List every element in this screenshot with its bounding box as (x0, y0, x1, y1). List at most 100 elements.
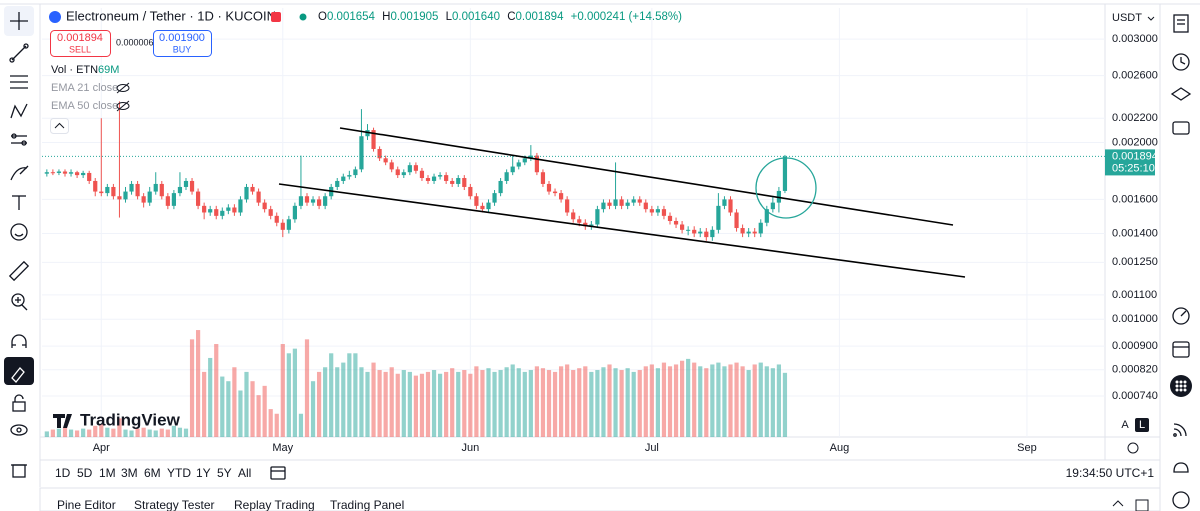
timeframe-button[interactable]: 3M (121, 466, 138, 480)
ema-indicator[interactable]: EMA 50 close (51, 100, 118, 112)
ruler-tool[interactable] (8, 260, 30, 282)
candle-body (395, 169, 400, 176)
volume-indicator[interactable]: Vol · ETN (51, 64, 98, 76)
zoom-tool[interactable] (11, 293, 28, 311)
candle-body (56, 171, 62, 173)
candles (42, 101, 1105, 241)
volume-bar (292, 348, 297, 437)
panel-collapse[interactable] (1112, 500, 1124, 507)
collapse-button[interactable] (50, 118, 69, 134)
brush-tool[interactable] (10, 165, 29, 181)
candle-body (310, 199, 316, 203)
currency[interactable]: USDT (1112, 12, 1142, 24)
candle-body (601, 202, 606, 210)
sell-button[interactable] (50, 30, 111, 57)
timeframe-button[interactable]: 1M (99, 466, 116, 480)
candle-body (87, 172, 92, 181)
timeframe-button[interactable]: 6M (144, 466, 161, 480)
panel-tab[interactable]: Replay Trading (234, 498, 315, 511)
volume-bar (528, 370, 533, 437)
stream-icon[interactable] (1173, 423, 1187, 437)
panel-maximize[interactable] (1135, 499, 1149, 511)
calendar-icon[interactable] (1172, 341, 1190, 358)
candle-body (450, 180, 455, 184)
candle-body (123, 191, 128, 200)
notifications-icon[interactable] (1173, 462, 1189, 473)
volume-bar (534, 366, 539, 437)
symbol[interactable]: Electroneum / Tether · 1D · KUCOIN (66, 8, 276, 23)
upper-trendline[interactable] (339, 127, 954, 226)
watchlist-icon[interactable] (1173, 14, 1189, 33)
pattern-tool[interactable] (10, 103, 28, 119)
candle-body (117, 196, 122, 200)
settings-icon[interactable] (1127, 442, 1139, 454)
panel-tab[interactable]: Strategy Tester (134, 498, 214, 511)
visibility-tool[interactable] (10, 424, 28, 436)
crosshair-tool[interactable] (4, 6, 34, 36)
trendline-tool[interactable] (9, 43, 29, 63)
candle-body (280, 222, 285, 230)
timeframe-button[interactable]: 1D (55, 466, 71, 480)
ideas-icon[interactable] (1172, 307, 1190, 325)
volume-bar (250, 381, 255, 437)
volume-bar (341, 362, 346, 437)
candle-body (371, 130, 376, 149)
timeframe-button[interactable]: 5D (77, 466, 93, 480)
hidden-icon[interactable] (116, 82, 130, 94)
candle-body (498, 180, 503, 194)
help-icon[interactable] (1172, 491, 1190, 509)
magnet-tool[interactable] (11, 334, 27, 348)
ohlc: O0.001654 H0.001905 L0.001640 C0.001894 … (318, 11, 682, 23)
alerts-icon[interactable] (1172, 53, 1190, 71)
timeframe-button[interactable]: YTD (167, 466, 191, 480)
volume-bar (758, 362, 763, 437)
y-tick-label: 0.000820 (1112, 364, 1158, 376)
y-tick-label: 0.001100 (1112, 289, 1157, 301)
date-range-icon[interactable] (270, 466, 286, 480)
timeframe-button[interactable]: All (238, 466, 251, 480)
timeframe-button[interactable]: 5Y (217, 466, 232, 480)
x-tick-label: Jul (645, 442, 659, 454)
candle-body (480, 205, 485, 210)
highlight-circle[interactable] (755, 157, 817, 219)
volume-bar (226, 381, 231, 437)
fib-tool[interactable] (10, 75, 28, 89)
volume-bar (202, 371, 207, 437)
ema-indicator[interactable]: EMA 21 close (51, 82, 118, 94)
lock-drawings-tool[interactable] (4, 357, 34, 385)
volume-bar (244, 371, 249, 437)
emoji-tool[interactable] (10, 223, 28, 241)
volume-bar (129, 430, 134, 437)
x-tick-label: Apr (93, 442, 110, 454)
log-scale[interactable] (1135, 418, 1149, 432)
candle-body (558, 193, 564, 200)
layers-icon[interactable] (1170, 87, 1192, 101)
delete-tool[interactable] (11, 464, 27, 478)
hidden-icon[interactable] (116, 100, 130, 112)
volume-bar (208, 357, 213, 437)
collapse-icon (54, 122, 65, 129)
lower-trendline[interactable] (278, 183, 966, 278)
lock-tool[interactable] (12, 394, 26, 412)
text-tool[interactable] (12, 195, 26, 210)
volume-bar (752, 364, 757, 437)
chat-icon[interactable] (1172, 121, 1190, 135)
candle-body (583, 222, 588, 227)
clock[interactable]: 19:34:50 UTC+1 (1066, 466, 1155, 480)
x-tick-label: Aug (830, 442, 850, 454)
volume-bar (316, 371, 322, 437)
panel-tab[interactable]: Pine Editor (57, 498, 116, 511)
volume-bar (171, 425, 176, 437)
volume-bar (56, 428, 62, 437)
volume-bar (643, 366, 648, 437)
timeframe-button[interactable]: 1Y (196, 466, 211, 480)
panel-tab[interactable]: Trading Panel (330, 498, 404, 511)
apps-icon[interactable] (1170, 375, 1192, 397)
volume-bar (516, 368, 521, 437)
buy-button[interactable] (153, 30, 212, 57)
prediction-tool[interactable] (11, 133, 27, 146)
auto-scale[interactable] (1118, 418, 1132, 432)
volume-bar (135, 428, 140, 437)
flag[interactable] (271, 12, 281, 22)
candle-body (256, 191, 261, 203)
